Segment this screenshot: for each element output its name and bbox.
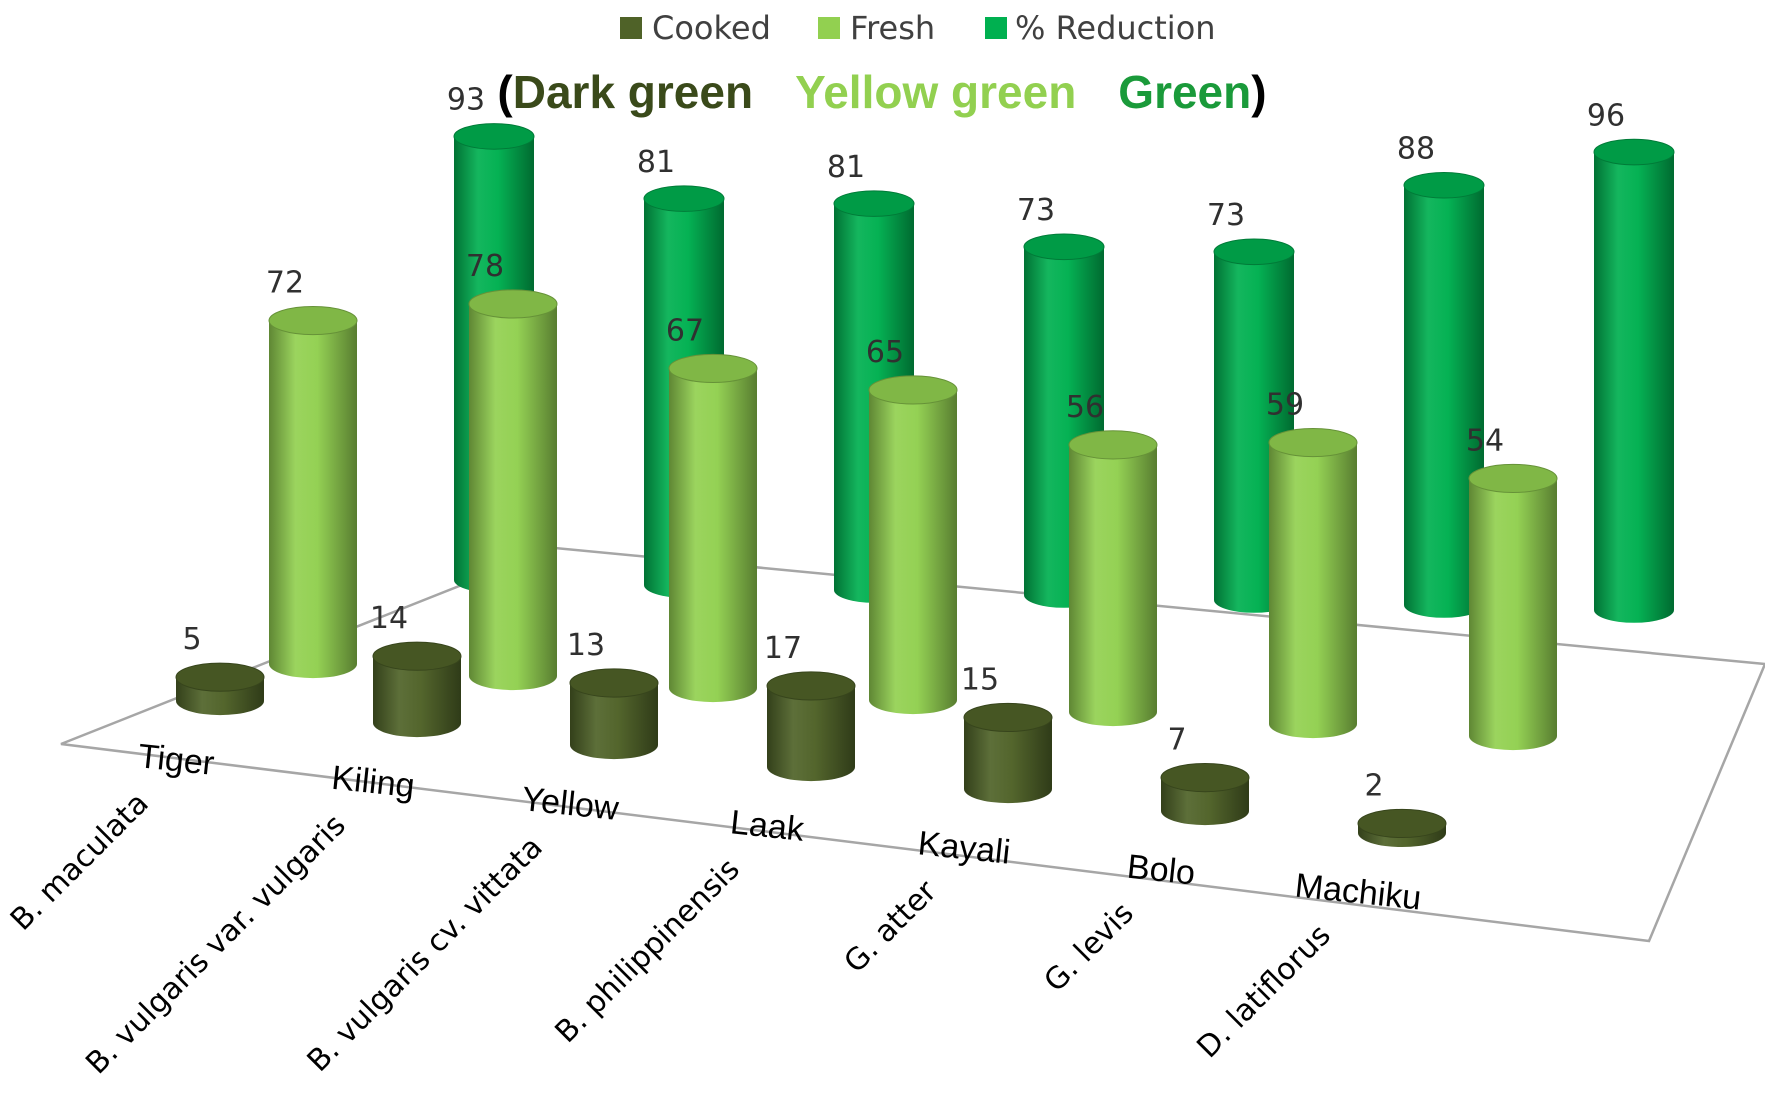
data-label-reduction-laak: 73 — [1017, 193, 1055, 228]
bar-fresh-kayali — [1068, 430, 1158, 727]
legend-swatch-cooked — [620, 17, 642, 39]
x-sublabel-b-vulgaris-cv-vittata: B. vulgaris cv. vittata — [301, 830, 550, 1079]
bar-fresh-tiger — [268, 305, 358, 679]
data-label-fresh-machiku: 54 — [1466, 423, 1504, 458]
data-label-fresh-kiling: 78 — [466, 249, 504, 284]
x-label-tiger: Tiger — [136, 737, 216, 783]
subtitle-open-paren: ( — [497, 66, 513, 118]
legend-swatch-fresh — [818, 17, 840, 39]
subtitle-yellow-green: Yellow green — [795, 66, 1076, 118]
legend-item-reduction: % Reduction — [985, 9, 1216, 47]
subtitle-green: Green — [1118, 66, 1251, 118]
x-label-bolo: Bolo — [1125, 848, 1197, 893]
data-label-cooked-machiku: 2 — [1364, 768, 1383, 803]
chart-floor — [60, 546, 1765, 943]
data-label-cooked-kayali: 15 — [961, 662, 999, 697]
floor-outline — [60, 546, 1765, 943]
subtitle-dark-green: Dark green — [513, 66, 753, 118]
legend-label-cooked: Cooked — [652, 9, 771, 47]
legend-label-fresh: Fresh — [850, 9, 935, 47]
x-label-kiling: Kiling — [330, 759, 417, 805]
legend: Cooked Fresh % Reduction — [620, 9, 1216, 47]
bar-cooked-yellow — [569, 668, 659, 760]
data-label-cooked-bolo: 7 — [1167, 723, 1186, 758]
data-label-reduction-yellow: 81 — [827, 150, 865, 185]
bar-cooked-kiling — [372, 641, 462, 738]
data-label-reduction-machiku: 96 — [1587, 98, 1625, 133]
data-label-cooked-kiling: 14 — [370, 601, 408, 636]
bar-reduction-machiku — [1593, 138, 1675, 623]
data-label-fresh-bolo: 59 — [1266, 387, 1304, 422]
data-label-cooked-yellow: 13 — [567, 628, 605, 663]
data-label-cooked-tiger: 5 — [182, 622, 201, 657]
bar-reduction-bolo — [1403, 171, 1485, 618]
data-label-reduction-tiger: 93 — [447, 83, 485, 118]
bar-cooked-kayali — [963, 702, 1053, 804]
x-label-yellow: Yellow — [520, 780, 621, 828]
x-sublabel-g-atter: G. atter — [838, 873, 945, 980]
bar-fresh-bolo — [1268, 427, 1358, 739]
subtitle-text: (Dark green Yellow green Green) — [497, 66, 1266, 118]
legend-item-cooked: Cooked — [620, 9, 771, 47]
bar-cooked-laak — [766, 671, 856, 782]
subtitle: (Dark green Yellow green Green) — [497, 66, 1266, 118]
data-label-reduction-kiling: 81 — [637, 145, 675, 180]
bar-cooked-machiku — [1357, 808, 1447, 848]
x-sublabel-d-latiflorus: D. latiflorus — [1190, 918, 1337, 1065]
x-sublabel-b-vulgaris-var-vulgaris: B. vulgaris var. vulgaris — [79, 808, 352, 1081]
data-label-fresh-laak: 65 — [866, 335, 904, 370]
bar-fresh-machiku — [1468, 463, 1558, 751]
data-label-fresh-kayali: 56 — [1066, 390, 1104, 425]
data-label-fresh-yellow: 67 — [666, 313, 704, 348]
bar-fresh-kiling — [468, 289, 558, 691]
data-label-reduction-kayali: 73 — [1207, 198, 1245, 233]
legend-item-fresh: Fresh — [818, 9, 935, 47]
data-label-reduction-bolo: 88 — [1397, 131, 1435, 166]
x-label-machiku: Machiku — [1293, 867, 1423, 918]
x-sublabel-b-maculata: B. maculata — [4, 786, 156, 938]
data-label-fresh-tiger: 72 — [266, 265, 304, 300]
data-label-cooked-laak: 17 — [764, 631, 802, 666]
x-sublabel-g-levis: G. levis — [1038, 896, 1141, 999]
legend-label-reduction: % Reduction — [1015, 9, 1216, 47]
legend-swatch-reduction — [985, 17, 1007, 39]
x-label-laak: Laak — [728, 803, 806, 849]
bar-cooked-bolo — [1160, 763, 1250, 826]
x-sublabel-b-philippinensis: B. philippinensis — [549, 852, 747, 1050]
bar-cooked-tiger — [175, 662, 265, 716]
subtitle-close-paren: ) — [1251, 66, 1266, 118]
bar-fresh-laak — [868, 375, 958, 715]
x-label-kayali: Kayali — [916, 824, 1012, 871]
bar-fresh-yellow — [668, 353, 758, 703]
